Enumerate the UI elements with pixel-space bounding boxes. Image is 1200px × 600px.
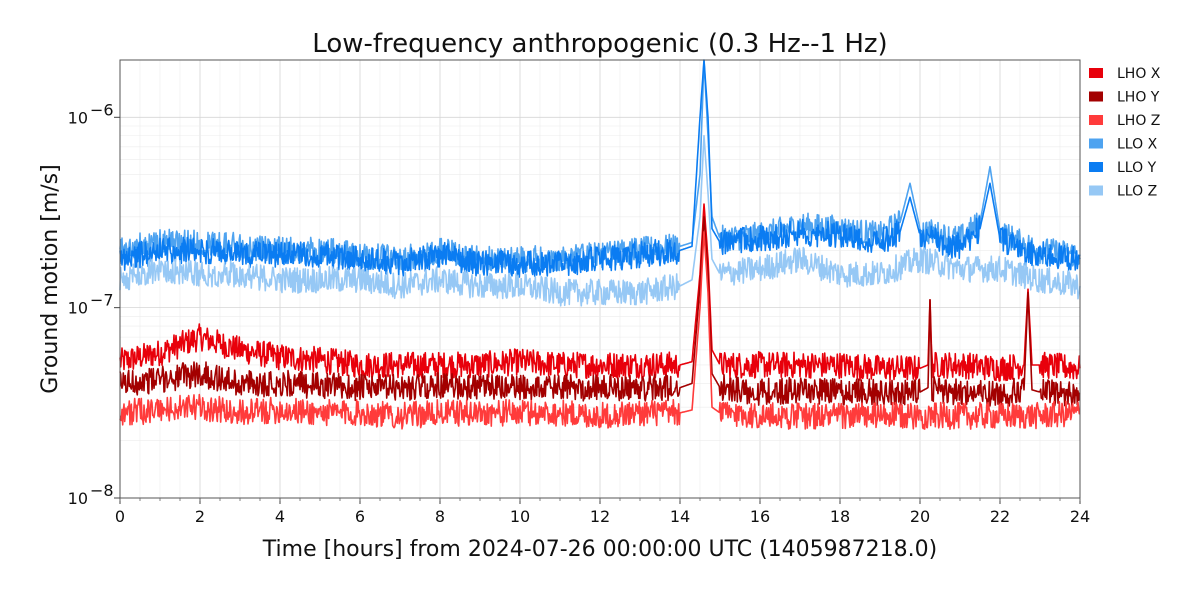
series-line-lho-x <box>119 203 1081 382</box>
x-tick-label: 16 <box>750 507 770 526</box>
series-lines <box>119 59 1081 430</box>
chart-title: Low-frequency anthropogenic (0.3 Hz--1 H… <box>312 29 887 59</box>
legend-label: LLO Z <box>1117 184 1157 200</box>
legend-swatch <box>1089 138 1103 149</box>
x-tick-label: 10 <box>510 507 530 526</box>
x-tick-label: 18 <box>830 507 850 526</box>
legend-label: LHO X <box>1117 66 1161 82</box>
x-tick-label: 6 <box>355 507 365 526</box>
y-tick-exponent: −7 <box>90 291 114 310</box>
x-tick-label: 20 <box>910 507 930 526</box>
legend-label: LHO Y <box>1117 90 1160 106</box>
x-tick-label: 8 <box>435 507 445 526</box>
x-tick-label: 22 <box>990 507 1010 526</box>
series-line-llo-z <box>119 134 1081 307</box>
x-axis-label: Time [hours] from 2024-07-26 00:00:00 UT… <box>262 537 937 562</box>
y-axis: 10−810−710−6 <box>68 100 120 508</box>
legend-swatch <box>1089 68 1103 78</box>
y-axis-label: Ground motion [m/s] <box>38 164 63 393</box>
legend-swatch <box>1089 162 1103 172</box>
legend-label: LLO X <box>1117 137 1158 153</box>
y-tick-label: 10 <box>68 489 88 508</box>
legend-swatch <box>1089 115 1103 125</box>
x-tick-label: 14 <box>670 507 690 526</box>
x-tick-label: 12 <box>590 507 610 526</box>
x-tick-label: 4 <box>275 507 285 526</box>
y-tick-exponent: −8 <box>90 481 114 500</box>
x-axis: 0 2 4 6 8 10 12 14 16 18 20 22 24 <box>115 498 1090 526</box>
legend-swatch <box>1089 91 1103 102</box>
legend: LHO X LHO Y LHO Z LLO X LLO Y LLO Z <box>1089 66 1161 200</box>
x-tick-label: 2 <box>195 507 205 526</box>
x-tick-label: 0 <box>115 507 125 526</box>
legend-label: LLO Y <box>1117 160 1157 176</box>
series-line-llo-y <box>119 59 1081 278</box>
y-tick-label: 10 <box>68 108 88 127</box>
legend-swatch <box>1089 185 1103 196</box>
series-line-lho-z <box>119 231 1081 430</box>
y-tick-exponent: −6 <box>90 100 114 119</box>
legend-label: LHO Z <box>1117 113 1160 129</box>
x-tick-label: 24 <box>1070 507 1090 526</box>
y-tick-label: 10 <box>68 299 88 318</box>
series-line-lho-y <box>119 216 1081 409</box>
